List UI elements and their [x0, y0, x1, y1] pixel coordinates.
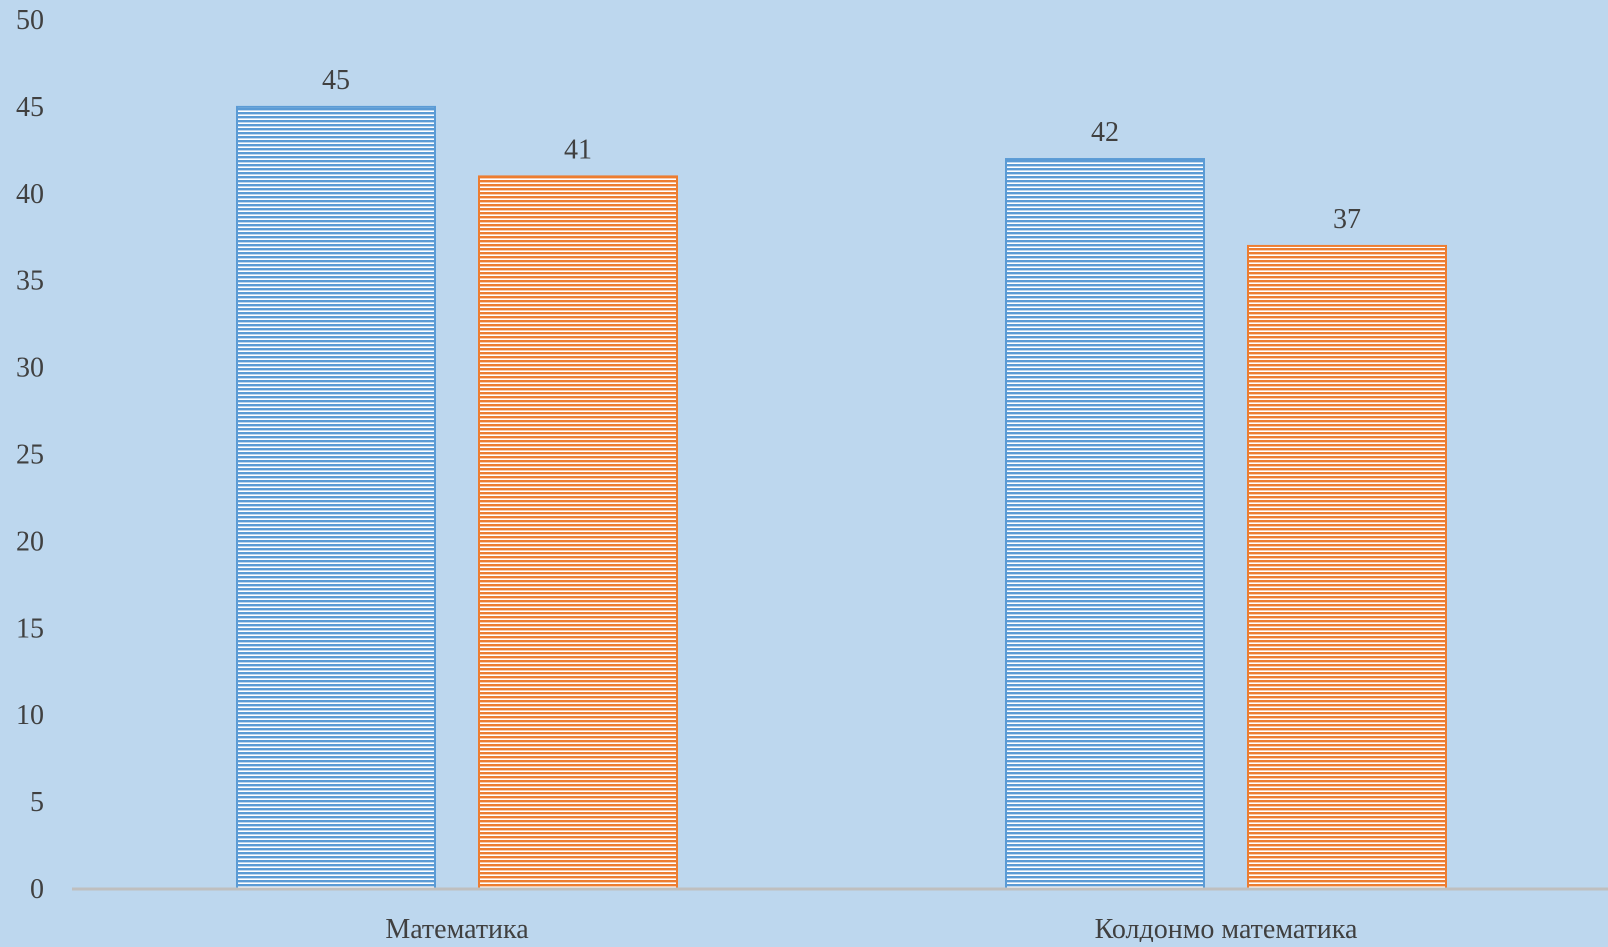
bar-series-2-1	[478, 175, 678, 891]
x-category-label: Математика	[385, 914, 529, 942]
bar-series-1-2	[1005, 158, 1205, 891]
y-tick-label: 35	[16, 266, 44, 297]
y-tick-label: 30	[16, 353, 44, 384]
y-tick-label: 50	[16, 5, 44, 36]
y-tick-label: 10	[16, 700, 44, 731]
y-tick-label: 20	[16, 526, 44, 557]
y-tick-label: 40	[16, 179, 44, 210]
data-label: 42	[1091, 117, 1119, 148]
data-labels-group: 45 42 41 37	[322, 65, 1361, 235]
bar-series-2-2	[1247, 244, 1447, 890]
y-tick-label: 45	[16, 92, 44, 123]
data-label: 45	[322, 65, 350, 96]
y-tick-label: 15	[16, 613, 44, 644]
y-tick-label: 5	[30, 787, 44, 818]
bar-series-1-1	[236, 105, 436, 890]
y-axis-tick-labels: 0 5 10 15 20 25 30 35 40 45 50	[16, 5, 44, 905]
bar-series-group	[236, 105, 1447, 891]
x-axis-category-labels: Математика Колдонмо математика	[385, 914, 1358, 945]
data-label: 41	[564, 134, 592, 165]
data-label: 37	[1333, 204, 1361, 235]
y-tick-label: 25	[16, 440, 44, 471]
y-tick-label: 0	[30, 874, 44, 905]
x-category-label: Колдонмо математика	[1095, 914, 1358, 942]
